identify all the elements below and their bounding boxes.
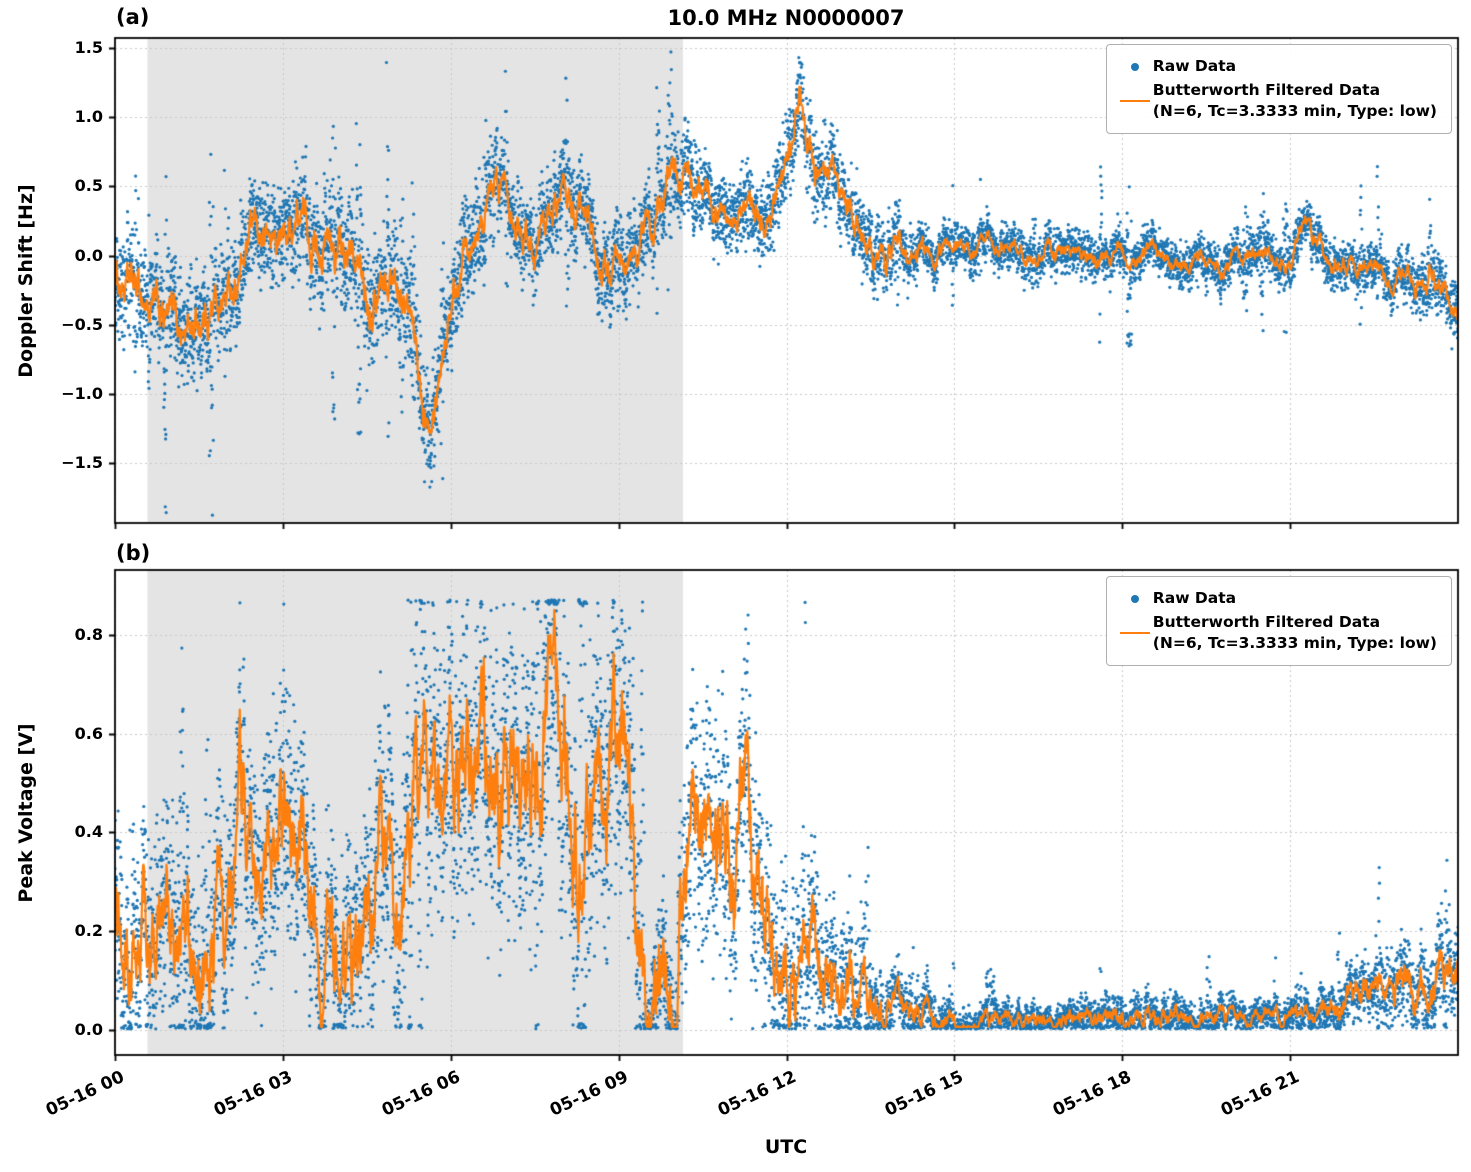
scatter-dot-icon [1130, 62, 1139, 71]
legend-filtered-label-line1: Butterworth Filtered Data [1152, 81, 1381, 99]
line-segment-icon [1119, 632, 1150, 634]
legend-filtered-label-line2: (N=6, Tc=3.3333 min, Type: low) [1152, 102, 1437, 120]
x-axis-label: UTC [764, 1136, 808, 1158]
raw-data-marker-icon [1117, 56, 1153, 77]
y-tick-label: 0.8 [74, 625, 103, 645]
panel-a-tag: (a) [116, 5, 150, 29]
legend-filtered-entry: Butterworth Filtered Data (N=6, Tc=3.333… [1117, 80, 1437, 122]
line-segment-icon [1119, 100, 1150, 102]
y-tick-label: 0.0 [74, 1019, 103, 1039]
legend-raw-label: Raw Data [1152, 589, 1237, 607]
legend-raw-entry: Raw Data [1117, 56, 1437, 77]
y-tick-label: 0.2 [74, 921, 103, 941]
legend-filtered-entry: Butterworth Filtered Data (N=6, Tc=3.333… [1117, 612, 1437, 654]
y-tick-label: −1.0 [61, 384, 103, 404]
panel-b-ylabel: Peak Voltage [V] [15, 723, 37, 903]
filtered-line-marker-icon [1117, 80, 1153, 122]
y-tick-label: 0.5 [74, 176, 103, 196]
y-tick-label: −0.5 [61, 314, 103, 334]
filtered-line-marker-icon [1117, 612, 1153, 654]
legend-filtered-label-line1: Butterworth Filtered Data [1152, 613, 1381, 631]
y-tick-label: 0.6 [74, 723, 103, 743]
y-tick-label: −1.5 [61, 453, 103, 473]
figure-title: 10.0 MHz N0000007 [667, 6, 905, 30]
legend-filtered-label-line2: (N=6, Tc=3.3333 min, Type: low) [1152, 634, 1437, 652]
y-tick-label: 1.5 [74, 37, 103, 57]
panel-b-tag: (b) [116, 541, 151, 565]
legend-raw-entry: Raw Data [1117, 588, 1437, 609]
panel-a-ylabel: Doppler Shift [Hz] [15, 184, 37, 378]
y-tick-label: 0.4 [74, 822, 103, 842]
legend-panel-a: Raw Data Butterworth Filtered Data (N=6,… [1105, 44, 1452, 134]
legend-raw-label: Raw Data [1152, 57, 1237, 75]
raw-data-marker-icon [1117, 588, 1153, 609]
y-tick-label: 1.0 [74, 106, 103, 126]
y-tick-label: 0.0 [74, 245, 103, 265]
legend-panel-b: Raw Data Butterworth Filtered Data (N=6,… [1105, 576, 1452, 666]
scatter-dot-icon [1130, 594, 1139, 603]
